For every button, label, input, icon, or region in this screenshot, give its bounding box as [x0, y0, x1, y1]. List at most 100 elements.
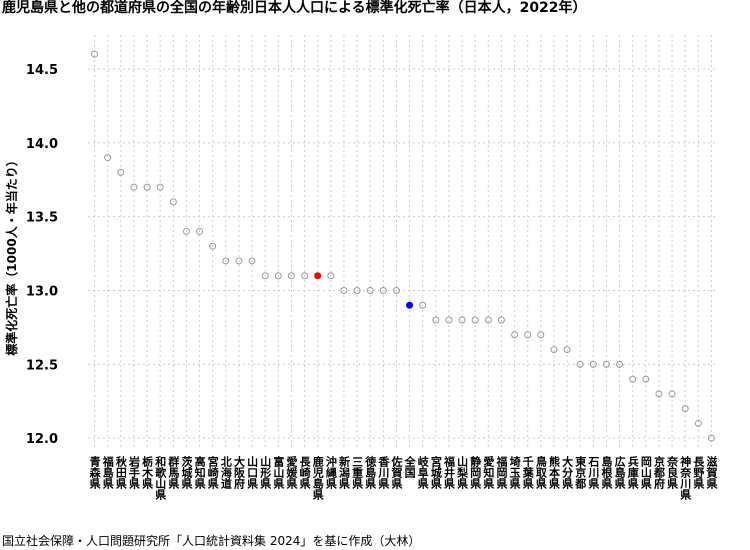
x-tick-label: 徳島県 — [364, 455, 378, 490]
dot — [91, 50, 99, 58]
x-tick-label: 山梨県 — [456, 455, 470, 490]
x-tick-label: 千葉県 — [521, 455, 535, 490]
dot — [681, 405, 689, 413]
dot — [511, 331, 519, 339]
dot — [392, 286, 400, 294]
dot — [287, 272, 295, 280]
dot — [629, 375, 637, 383]
x-tick-label: 静岡県 — [469, 455, 482, 490]
dot — [104, 154, 112, 162]
x-tick-label: 埼玉県 — [508, 455, 521, 490]
dot — [182, 227, 190, 235]
y-tick-label: 14.5 — [26, 63, 58, 78]
y-tick-label: 12.5 — [26, 358, 58, 373]
x-tick-label: 沖縄県 — [324, 455, 337, 490]
x-tick-label: 青森県 — [88, 455, 101, 490]
x-tick-label: 佐賀県 — [390, 455, 404, 490]
x-tick-label: 大分県 — [561, 455, 574, 490]
dot — [471, 316, 479, 324]
x-tick-label: 鳥取県 — [534, 455, 547, 490]
dot — [484, 316, 492, 324]
x-tick-label: 茨城県 — [180, 455, 193, 490]
x-tick-label: 石川県 — [587, 456, 601, 490]
dot — [130, 183, 138, 191]
dot — [196, 227, 204, 235]
source: 国立社会保障・人口問題研究所「人口統計資料集 2024」を基に作成（大林） — [2, 533, 420, 548]
x-tick-label: 北海道 — [219, 455, 232, 490]
x-tick-label: 岩手県 — [127, 455, 141, 490]
dot — [563, 346, 571, 354]
dot — [576, 360, 584, 368]
dot — [209, 242, 217, 250]
dot — [445, 316, 453, 324]
y-tick-label: 14.0 — [26, 137, 58, 152]
dot — [497, 316, 505, 324]
x-tick-label: 群馬県 — [167, 455, 181, 490]
x-tick-label: 島根県 — [600, 455, 613, 490]
x-tick-label: 長野県 — [692, 456, 705, 490]
dot — [366, 286, 374, 294]
x-tick-label: 福島県 — [101, 455, 115, 490]
dot — [143, 183, 151, 191]
x-tick-label: 兵庫県 — [626, 455, 639, 490]
x-tick-label: 宮崎県 — [206, 455, 219, 490]
x-tick-label: 滋賀県 — [705, 455, 719, 490]
x-tick-label: 山形県 — [259, 455, 272, 490]
x-tick-label: 香川県 — [377, 455, 391, 490]
dot — [314, 272, 322, 280]
x-tick-label: 大阪府 — [232, 455, 245, 490]
dot — [642, 375, 650, 383]
dot — [353, 286, 361, 294]
x-tick-label: 岐阜県 — [416, 455, 429, 490]
x-tick-label: 秋田県 — [114, 455, 127, 490]
dot — [589, 360, 597, 368]
dot — [707, 434, 715, 442]
y-axis-label: 標準化死亡率（1000人・年当たり） — [4, 154, 19, 355]
dot — [379, 286, 387, 294]
x-tick-label: 長崎県 — [298, 456, 311, 490]
dot — [406, 301, 414, 309]
x-tick-label: 富山県 — [272, 455, 285, 490]
x-tick-label: 愛知県 — [482, 455, 496, 490]
dot — [117, 168, 125, 176]
x-tick-label: 熊本県 — [547, 455, 560, 490]
x-tick-label: 福井県 — [442, 455, 456, 490]
y-tick-label: 13.0 — [26, 284, 58, 299]
x-tick-label: 神奈川県 — [679, 455, 693, 501]
x-tick-label: 三重県 — [351, 456, 364, 490]
dot — [419, 301, 427, 309]
dot — [616, 360, 624, 368]
dot — [301, 272, 309, 280]
x-tick-label: 宮城県 — [429, 455, 442, 490]
dot — [222, 257, 230, 265]
x-tick-label: 和歌山県 — [154, 455, 167, 501]
x-tick-label: 福岡県 — [495, 455, 509, 490]
dot — [537, 331, 545, 339]
x-tick-label: 栃木県 — [141, 455, 155, 490]
y-tick-label: 13.5 — [26, 211, 58, 226]
dot — [274, 272, 282, 280]
x-tick-label: 新潟県 — [337, 455, 350, 490]
dot — [602, 360, 610, 368]
x-tick-label: 京都府 — [652, 455, 666, 490]
dot — [235, 257, 243, 265]
dot — [340, 286, 348, 294]
dot — [694, 419, 702, 427]
dot — [655, 390, 663, 398]
x-tick-label: 東京都 — [574, 455, 588, 490]
x-tick-label: 奈良県 — [666, 455, 680, 490]
dot — [524, 331, 532, 339]
dot — [550, 346, 558, 354]
dot — [458, 316, 466, 324]
dot — [432, 316, 440, 324]
dot — [169, 198, 177, 206]
x-tick-label: 全国 — [403, 455, 417, 479]
x-tick-label: 愛媛県 — [285, 455, 299, 490]
x-tick-label: 山口県 — [246, 455, 259, 490]
dot — [668, 390, 676, 398]
x-tick-label: 岡山県 — [639, 456, 652, 490]
x-tick-label: 高知県 — [193, 455, 207, 490]
chart-title: 鹿児島県と他の都道府県の全国の年齢別日本人人口による標準化死亡率（日本人，202… — [1, 0, 587, 16]
dot — [261, 272, 269, 280]
